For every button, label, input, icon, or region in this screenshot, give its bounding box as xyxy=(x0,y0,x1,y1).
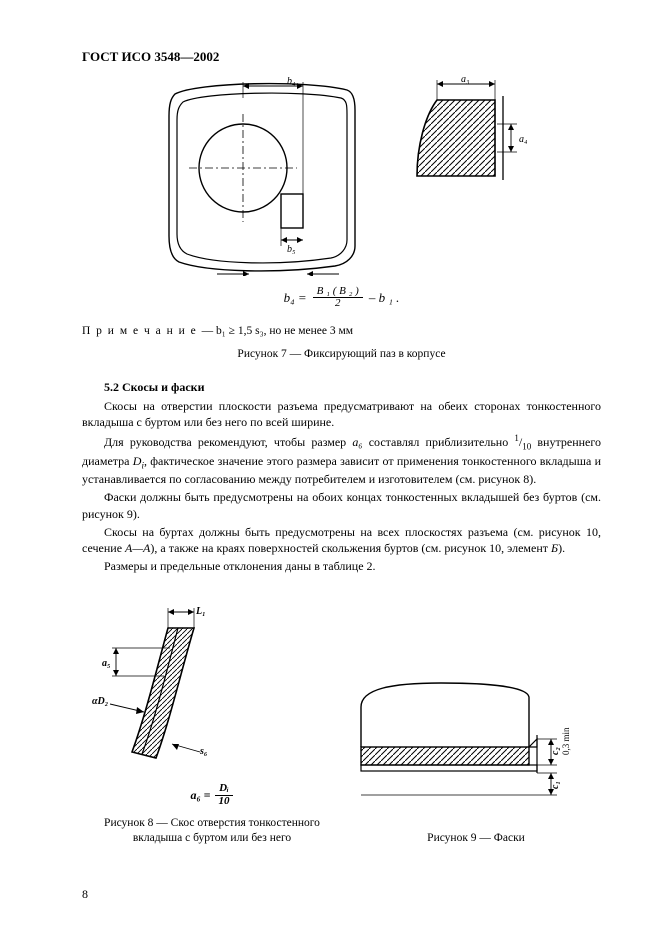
figure-8: L₁ a₅ αD₂ s₆ xyxy=(82,604,342,862)
formula-b4: b₄ = B ₁ ( B ₂ ) 2 – b ₁ . xyxy=(82,286,601,310)
svg-text:s₆: s₆ xyxy=(199,746,208,757)
para-2: Для руководства рекомендуют, чтобы разме… xyxy=(82,432,601,487)
figure-7-left: b₄ b₅ xyxy=(157,76,367,276)
svg-text:a₅: a₅ xyxy=(102,658,111,669)
figure-7: b₄ b₅ xyxy=(82,76,601,276)
para-4-AA: А—А xyxy=(125,541,150,555)
fig8-formula-lhs: a₆ = xyxy=(190,787,210,803)
svg-text:a₄: a₄ xyxy=(519,134,527,145)
para-4b: ), а также на краях поверхностей скольже… xyxy=(150,541,551,555)
page-number: 8 xyxy=(82,886,88,902)
para-4c: ). xyxy=(558,541,565,555)
para-5: Размеры и предельные отклонения даны в т… xyxy=(82,558,601,574)
note-label: П р и м е ч а н и е xyxy=(82,325,197,337)
para-1: Скосы на отверстии плоскости разъема пре… xyxy=(82,398,601,430)
svg-text:0,3 min: 0,3 min xyxy=(561,727,571,755)
formula-tail: – b ₁ . xyxy=(369,289,400,307)
para-2b: составлял приблизительно xyxy=(363,435,515,449)
svg-text:b₄: b₄ xyxy=(287,76,296,87)
note-body: — b₁ ≥ 1,5 s₃, но не менее 3 мм xyxy=(202,325,353,337)
para-4: Скосы на буртах должны быть предусмотрен… xyxy=(82,524,601,556)
svg-text:αD₂: αD₂ xyxy=(92,696,108,707)
svg-text:a₃: a₃ xyxy=(461,76,470,85)
svg-text:c₂: c₂ xyxy=(550,747,561,755)
svg-text:c₁: c₁ xyxy=(550,781,561,789)
figure-9-svg: c₂ 0,3 min c₁ xyxy=(351,677,591,817)
para-3: Фаски должны быть предусмотрены на обоих… xyxy=(82,489,601,521)
figure-9-caption: Рисунок 9 — Фаски xyxy=(351,831,601,847)
para-2-den: 10 xyxy=(522,442,531,452)
fig8-formula-den: 10 xyxy=(215,796,234,808)
standard-code: ГОСТ ИСО 3548—2002 xyxy=(82,48,601,66)
figure-9: c₂ 0,3 min c₁ Рисунок 9 — Фаски xyxy=(351,677,601,863)
formula-denominator: 2 xyxy=(331,298,345,310)
formula-lhs: b₄ = xyxy=(284,289,307,307)
section-5-2-title: 5.2 Скосы и фаски xyxy=(104,379,601,395)
svg-text:b₅: b₅ xyxy=(287,244,296,255)
para-2a: Для руководства рекомендуют, чтобы разме… xyxy=(104,435,352,449)
figure-7-caption: Рисунок 7 — Фиксирующий паз в корпусе xyxy=(82,347,601,363)
figure-7-right: a₃ a₄ xyxy=(407,76,527,206)
svg-text:L₁: L₁ xyxy=(195,606,206,617)
note-line: П р и м е ч а н и е — b₁ ≥ 1,5 s₃, но не… xyxy=(82,324,601,340)
figure-8-formula: a₆ = Dᵢ 10 xyxy=(190,783,233,807)
figure-8-caption: Рисунок 8 — Скос отверстия тонкостенного… xyxy=(82,816,342,847)
figure-8-svg: L₁ a₅ αD₂ s₆ xyxy=(82,604,252,779)
para-2-a6: a₆ xyxy=(352,435,362,449)
para-2-num: 1 xyxy=(514,433,519,443)
para-2d: , фактическое значение этого размера зав… xyxy=(82,454,601,487)
